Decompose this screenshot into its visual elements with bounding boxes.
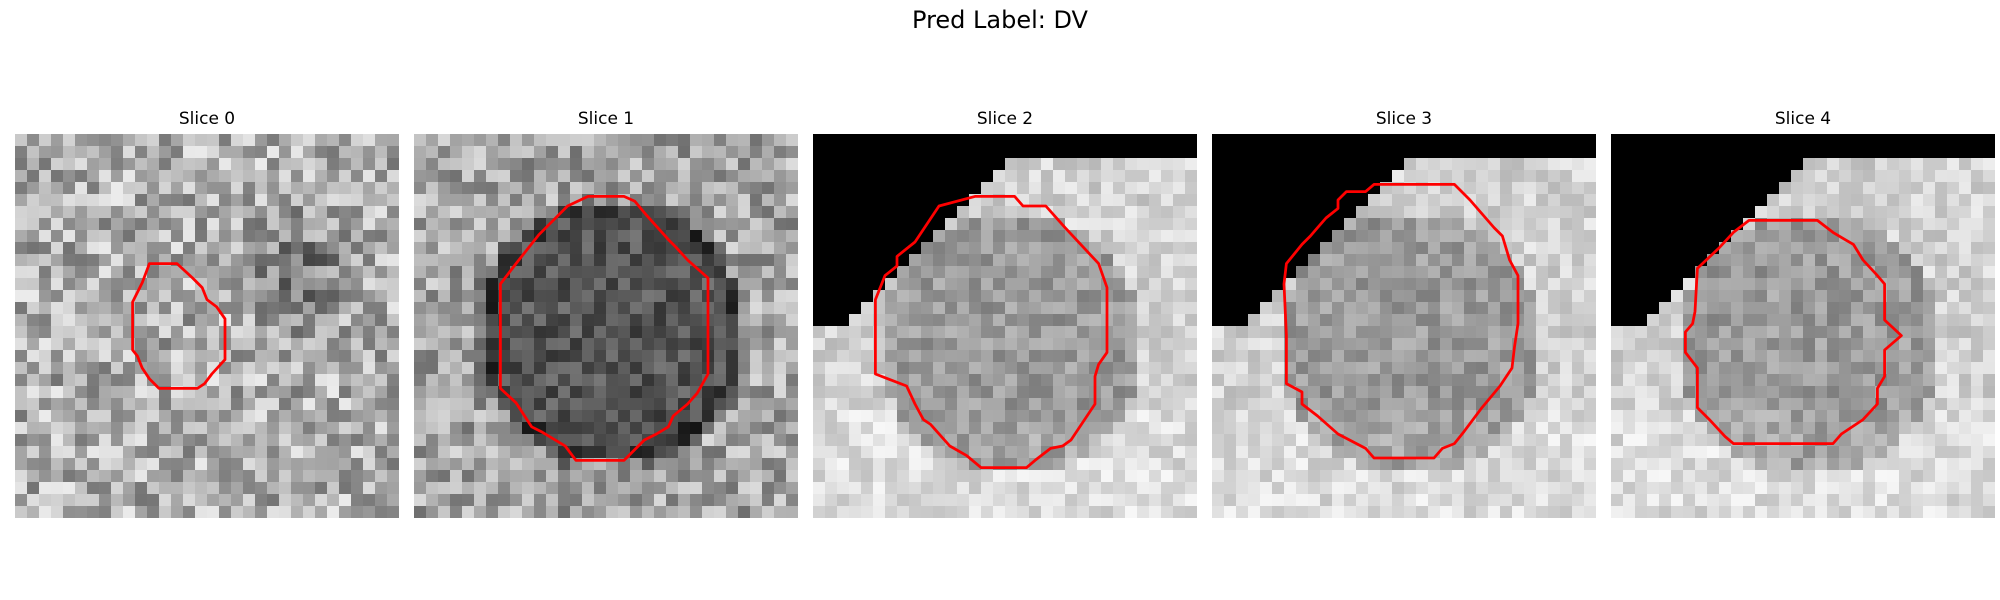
segmentation-contour — [874, 195, 1109, 469]
pixel-grid — [15, 134, 399, 518]
slice-title: Slice 3 — [1375, 109, 1433, 129]
pixel-grid — [414, 134, 798, 518]
segmentation-contour — [131, 262, 227, 390]
slice-panel-4: Slice 4 — [1611, 109, 1995, 518]
slice-panel-0: Slice 0 — [15, 109, 399, 518]
black-mask-region — [1212, 134, 1596, 327]
black-mask-region — [1611, 134, 1995, 327]
slice-title: Slice 1 — [577, 109, 635, 129]
slice-image — [1611, 134, 1995, 518]
segmentation-contour — [1684, 219, 1903, 445]
slice-title: Slice 2 — [976, 109, 1034, 129]
figure-title: Pred Label: DV — [912, 6, 1088, 34]
slice-image — [15, 134, 399, 518]
black-mask-region — [813, 134, 1197, 327]
slice-image — [1212, 134, 1596, 518]
slice-panel-1: Slice 1 — [414, 109, 798, 518]
slice-image — [414, 134, 798, 518]
segmentation-contour — [1282, 183, 1520, 460]
slice-image — [813, 134, 1197, 518]
slice-panel-3: Slice 3 — [1212, 109, 1596, 518]
slice-title: Slice 0 — [178, 109, 236, 129]
segmentation-contour — [499, 195, 710, 462]
slice-panel-2: Slice 2 — [813, 109, 1197, 518]
slice-title: Slice 4 — [1774, 109, 1832, 129]
